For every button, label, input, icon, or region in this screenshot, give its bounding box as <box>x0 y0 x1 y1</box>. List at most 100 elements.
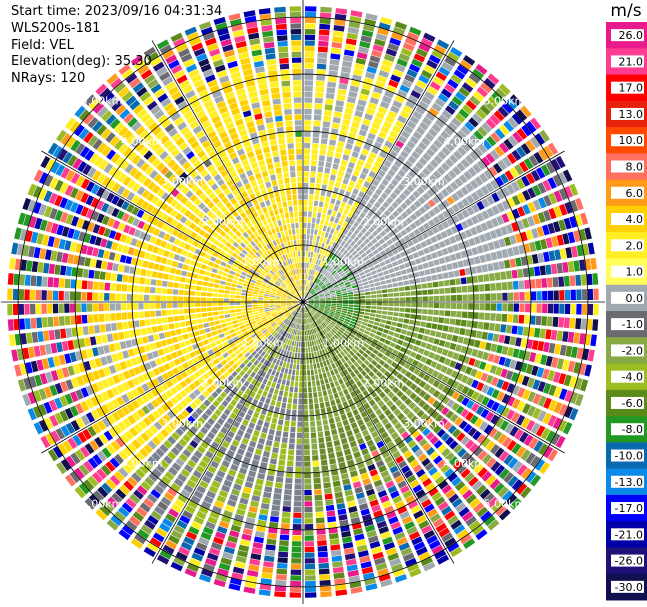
range-gate <box>304 131 311 137</box>
range-gate <box>376 226 383 233</box>
range-gate <box>405 302 411 307</box>
range-gate <box>487 353 495 363</box>
range-gate <box>490 461 501 472</box>
range-gate <box>370 309 377 314</box>
range-gate <box>282 396 288 403</box>
range-gate <box>329 423 336 430</box>
range-gate <box>446 378 455 387</box>
range-gate <box>258 308 264 312</box>
range-gate <box>498 260 505 270</box>
range-gate <box>225 317 232 322</box>
range-gate <box>376 155 385 164</box>
range-gate <box>307 268 310 275</box>
range-gate <box>344 191 351 198</box>
range-gate <box>317 52 328 59</box>
range-gate <box>64 315 71 326</box>
range-gate <box>304 142 311 149</box>
range-gate <box>115 293 121 301</box>
range-gate <box>319 12 332 19</box>
range-gate <box>155 302 161 309</box>
range-gate <box>541 278 548 288</box>
range-gate <box>116 273 123 282</box>
range-gate <box>212 311 219 316</box>
range-gate <box>310 432 317 439</box>
range-gate <box>161 288 167 294</box>
range-gate <box>438 240 446 248</box>
range-gate <box>322 313 328 318</box>
range-gate <box>252 297 258 300</box>
range-gate <box>324 220 329 226</box>
range-gate <box>324 327 330 333</box>
range-gate <box>323 289 329 293</box>
range-gate <box>290 426 296 433</box>
range-gate <box>322 225 327 232</box>
range-gate <box>534 240 542 251</box>
range-gate <box>334 152 342 159</box>
range-gate <box>425 482 436 492</box>
range-gate <box>325 504 335 512</box>
range-gate <box>399 251 407 258</box>
range-gate <box>441 188 450 198</box>
range-gate <box>105 272 112 281</box>
range-gate <box>199 269 206 275</box>
range-gate <box>377 257 384 263</box>
range-gate <box>171 260 179 268</box>
range-gate <box>325 297 331 300</box>
range-gate <box>336 176 343 183</box>
range-gate <box>306 239 310 246</box>
range-gate <box>325 303 331 305</box>
range-gate <box>317 206 323 213</box>
range-gate <box>423 374 431 382</box>
range-gate <box>261 371 267 378</box>
range-gate <box>472 321 479 329</box>
range-gate <box>481 331 489 340</box>
range-gate <box>329 64 339 72</box>
range-gate <box>416 186 425 195</box>
range-gate <box>227 349 234 355</box>
range-gate <box>413 368 421 376</box>
range-gate <box>381 145 391 154</box>
range-gate <box>536 226 545 237</box>
range-gate <box>316 172 323 179</box>
range-gate <box>496 189 505 200</box>
range-gate <box>200 297 207 302</box>
range-gate <box>384 247 392 253</box>
range-gate <box>313 270 317 276</box>
range-gate <box>345 102 355 110</box>
range-gate <box>242 314 248 318</box>
range-gate <box>475 405 485 416</box>
range-gate <box>314 97 323 104</box>
range-gate <box>394 173 403 182</box>
range-gate <box>333 187 340 194</box>
range-gate <box>422 192 431 201</box>
range-gate <box>306 292 310 298</box>
range-gate <box>493 354 501 364</box>
range-gate <box>516 146 527 158</box>
range-gate <box>460 468 471 479</box>
range-gate <box>400 179 409 187</box>
range-gate <box>541 368 550 380</box>
range-gate <box>441 146 451 156</box>
range-gate <box>313 284 317 289</box>
range-gate <box>315 409 320 415</box>
range-gate <box>365 259 372 265</box>
range-gate <box>538 148 549 161</box>
range-gate <box>216 270 223 276</box>
range-gate <box>475 63 488 75</box>
range-gate <box>347 161 355 169</box>
range-gate <box>309 183 315 189</box>
range-gate <box>319 579 331 586</box>
range-gate <box>133 276 140 284</box>
range-gate <box>417 333 424 340</box>
range-gate <box>356 319 363 324</box>
range-gate <box>404 74 416 83</box>
range-gate <box>425 238 433 246</box>
range-gate <box>222 341 229 347</box>
range-gate <box>298 404 303 410</box>
range-gate <box>553 303 559 314</box>
range-gate <box>403 362 411 370</box>
range-gate <box>307 274 311 280</box>
range-gate <box>350 233 357 240</box>
range-gate <box>215 339 222 346</box>
range-gate <box>541 224 550 236</box>
